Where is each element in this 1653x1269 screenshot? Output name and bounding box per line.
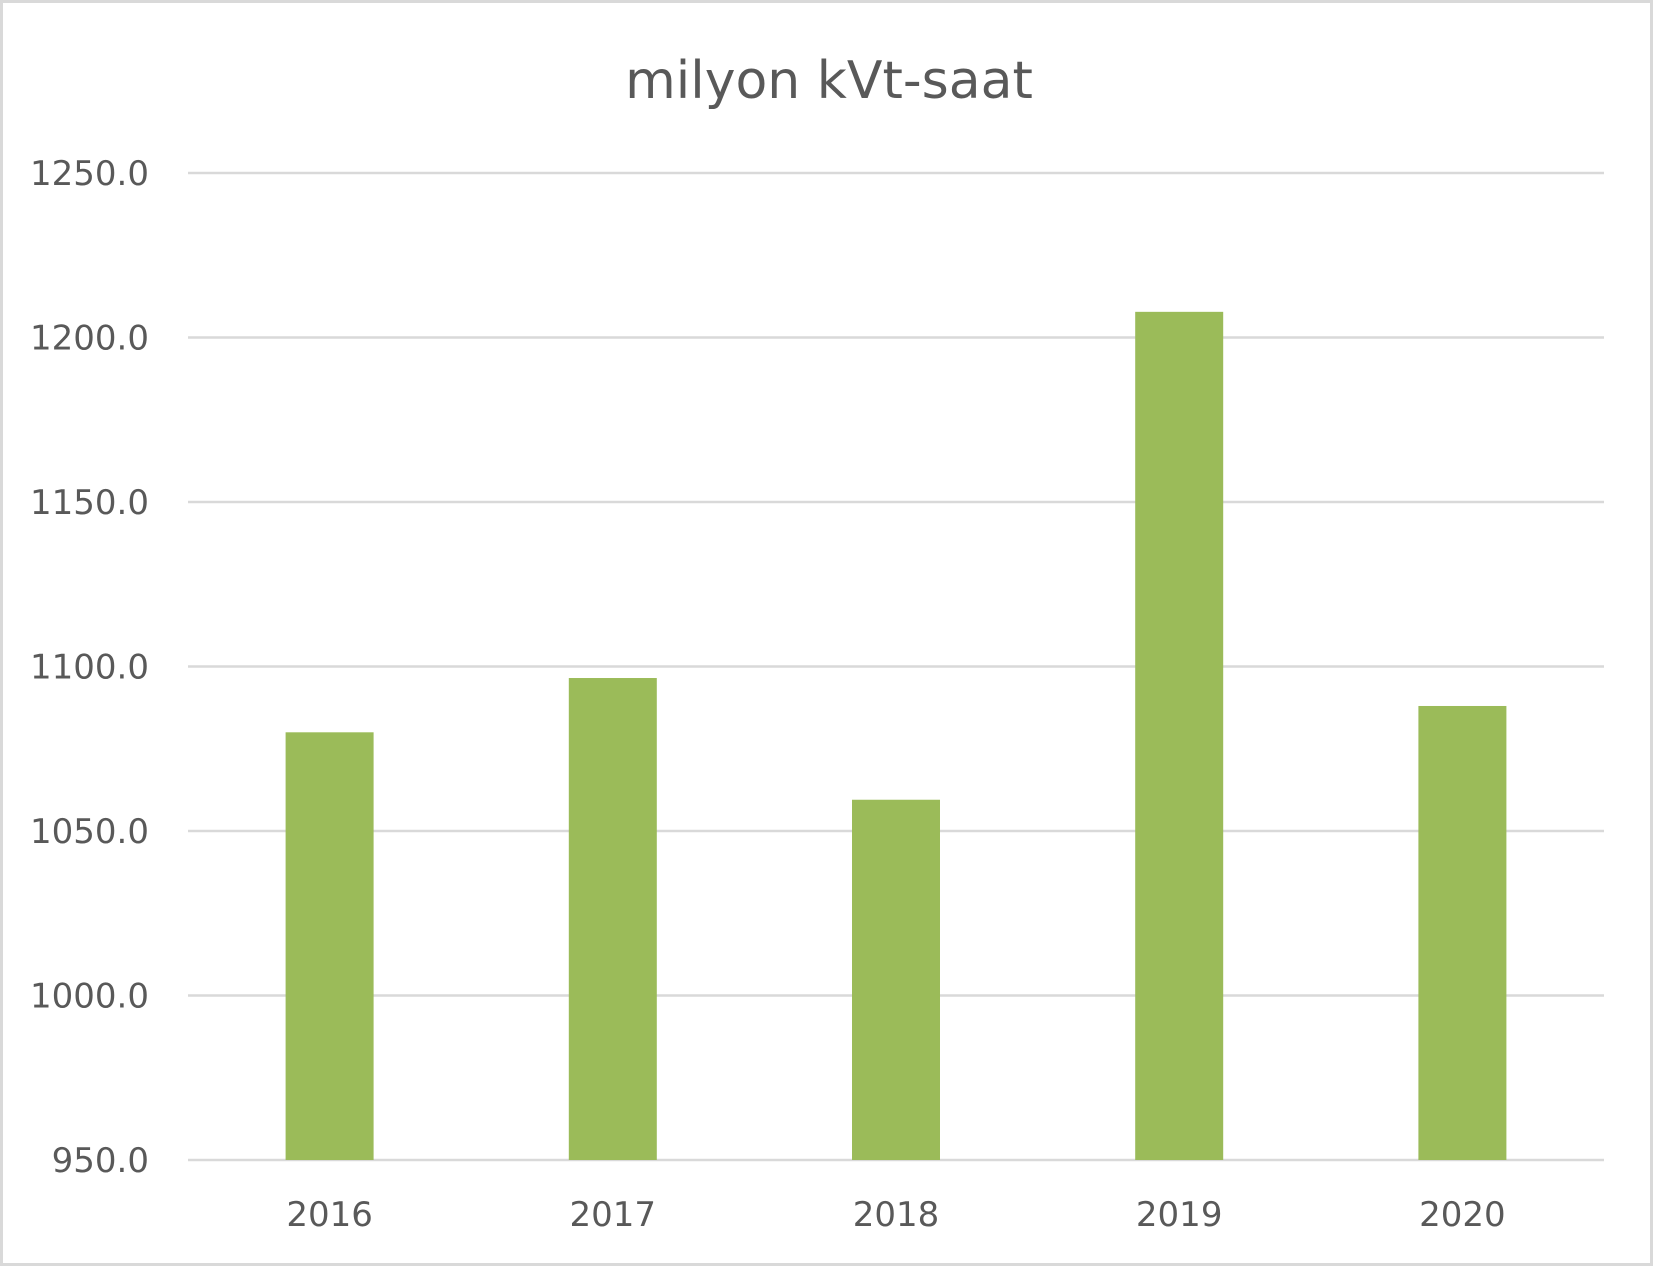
- x-tick-label: 2016: [286, 1195, 373, 1235]
- bar-2016: [285, 732, 374, 1160]
- bar-2020: [1418, 705, 1507, 1160]
- bar-2018: [852, 799, 940, 1160]
- y-tick-label: 1250.0: [30, 154, 149, 194]
- y-tick-label: 1200.0: [30, 319, 149, 359]
- bar-2019: [1135, 311, 1224, 1160]
- x-tick-label: 2018: [853, 1195, 940, 1235]
- bar-2017: [568, 678, 657, 1160]
- y-tick-label: 1100.0: [30, 648, 149, 688]
- x-tick-label: 2020: [1419, 1195, 1506, 1235]
- x-tick-label: 2019: [1136, 1195, 1223, 1235]
- bar-chart: milyon kVt-saat 950.0 1000.0 1050.0 1100.0 1…: [30, 51, 1604, 1235]
- bars: [285, 311, 1507, 1160]
- chart-title: milyon kVt-saat: [625, 51, 1033, 111]
- x-axis-tick-labels: 2016 2017 2018 2019 2020: [286, 1195, 1505, 1235]
- y-tick-label: 1150.0: [30, 483, 149, 523]
- y-axis-tick-labels: 950.0 1000.0 1050.0 1100.0 1150.0 1200.0 1250.…: [30, 154, 149, 1181]
- y-tick-label: 1000.0: [30, 977, 149, 1017]
- x-tick-label: 2017: [570, 1195, 657, 1235]
- y-tick-label: 1050.0: [30, 812, 149, 852]
- y-tick-label: 950.0: [52, 1141, 149, 1181]
